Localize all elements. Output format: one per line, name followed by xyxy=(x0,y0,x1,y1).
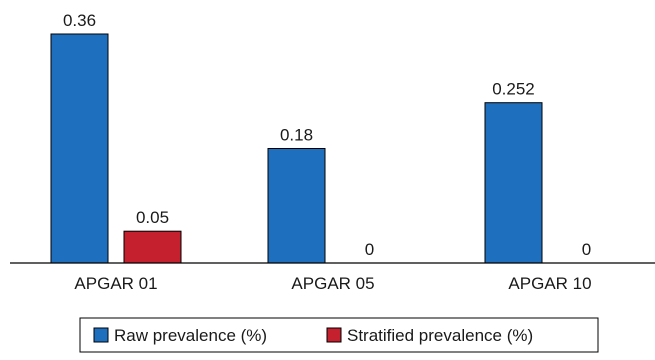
bar-s0-c2 xyxy=(484,102,543,264)
value-labels-layer: 0.36 0.05 0.18 0 0.252 0 xyxy=(63,11,591,259)
value-label-s1-c2: 0 xyxy=(582,240,591,259)
legend-swatch-stratified xyxy=(326,327,342,343)
bar-s1-c0 xyxy=(123,230,182,264)
legend-label-raw: Raw prevalence (%) xyxy=(114,326,267,345)
category-label-1: APGAR 05 xyxy=(291,274,374,293)
legend: Raw prevalence (%) Stratified prevalence… xyxy=(79,317,599,353)
category-label-2: APGAR 10 xyxy=(508,274,591,293)
value-label-s1-c1: 0 xyxy=(365,240,374,259)
value-label-s0-c0: 0.36 xyxy=(63,11,96,30)
value-label-s0-c1: 0.18 xyxy=(280,126,313,145)
legend-swatch-raw xyxy=(93,327,109,343)
bar-s0-c1 xyxy=(267,148,326,264)
category-labels-layer: APGAR 01 APGAR 05 APGAR 10 xyxy=(74,274,591,293)
value-label-s0-c2: 0.252 xyxy=(492,80,535,99)
bars-layer xyxy=(50,33,543,264)
legend-label-stratified: Stratified prevalence (%) xyxy=(347,326,533,345)
bar-s0-c0 xyxy=(50,33,109,264)
category-label-0: APGAR 01 xyxy=(74,274,157,293)
value-label-s1-c0: 0.05 xyxy=(136,208,169,227)
